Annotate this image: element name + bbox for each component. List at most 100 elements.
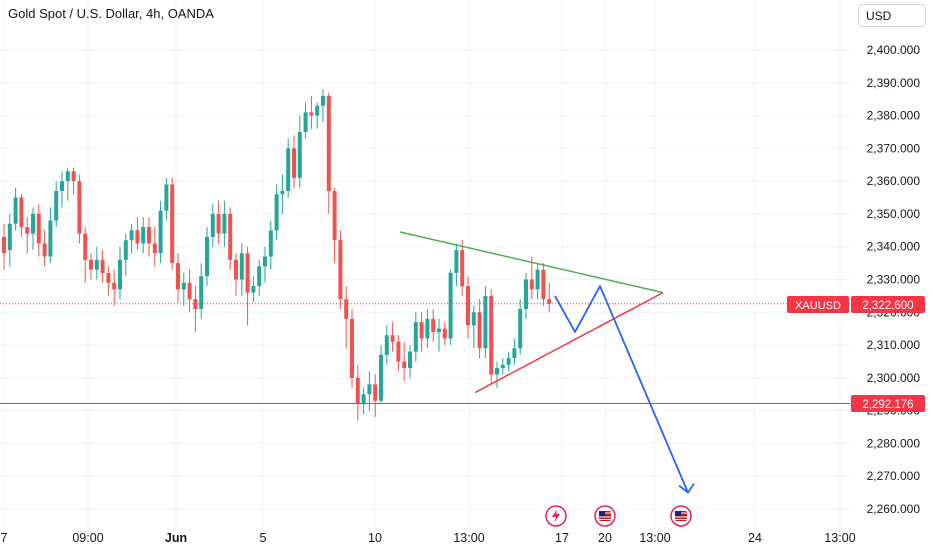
candle-body — [2, 236, 6, 254]
candle-body — [350, 318, 354, 378]
time-axis[interactable]: 7 09:00 Jun 5 10 13:00 17 20 13:00 24 13:00 — [1, 531, 856, 545]
x-tick-label: 5 — [260, 531, 267, 545]
candle-body — [315, 105, 320, 116]
candle-body — [454, 249, 459, 273]
candle-body — [541, 269, 546, 300]
candle-body — [506, 358, 511, 365]
lightning-icon — [552, 509, 560, 523]
x-tick-label: 7 — [1, 531, 8, 545]
candle-body — [477, 312, 482, 349]
y-tick-label: 2,390.000 — [867, 76, 921, 90]
candle-body — [71, 171, 76, 182]
candle-body — [7, 223, 12, 250]
candle-body — [42, 243, 47, 257]
candle-body — [65, 171, 70, 182]
candle-body — [48, 220, 53, 257]
y-tick-label: 2,310.000 — [867, 338, 921, 352]
candle-body — [123, 240, 128, 260]
candle-body — [396, 341, 401, 362]
candle-body — [529, 279, 534, 290]
candle-body — [129, 230, 134, 241]
candle-body — [228, 213, 233, 260]
candle-body — [321, 95, 325, 106]
y-tick-label: 2,360.000 — [867, 174, 921, 188]
candle-body — [495, 368, 499, 375]
candle-body — [222, 213, 227, 234]
candle-body — [402, 361, 407, 369]
y-tick-label: 2,340.000 — [867, 240, 921, 254]
chart-title: Gold Spot / U.S. Dollar, 4h, OANDA — [8, 6, 214, 21]
candle-body — [83, 233, 88, 260]
candle-body — [135, 230, 140, 244]
candle-body — [326, 95, 331, 191]
horizontal-lines[interactable] — [0, 303, 850, 405]
candle-body — [437, 328, 441, 332]
candle-body — [524, 279, 528, 310]
candle-body — [31, 213, 35, 234]
candle-body — [251, 286, 256, 293]
candle-body — [263, 256, 267, 267]
candle-body — [425, 318, 430, 339]
candle-body — [471, 312, 476, 326]
candle-body — [54, 190, 59, 221]
x-tick-label: 13:00 — [453, 531, 484, 545]
trendline-upper[interactable] — [399, 231, 664, 294]
drawing-tools[interactable] — [399, 231, 695, 494]
candle-body — [147, 227, 151, 244]
candle-body — [234, 259, 238, 280]
candle-body — [268, 230, 273, 257]
candle-body — [518, 309, 523, 349]
candle-body — [274, 194, 279, 231]
currency-selector[interactable]: USD — [858, 4, 926, 27]
last-price-tag-bg — [851, 296, 925, 313]
candle-body — [431, 318, 436, 332]
candle-body — [158, 210, 163, 254]
y-tick-label: 2,260.000 — [867, 502, 921, 516]
candle-body — [413, 322, 418, 352]
projection-path[interactable] — [554, 285, 689, 493]
y-tick-label: 2,280.000 — [867, 436, 921, 450]
candle-body — [36, 213, 41, 244]
candle-body — [112, 282, 117, 290]
candle-body — [303, 112, 308, 132]
x-tick-label: Jun — [165, 531, 187, 545]
candle-body — [379, 354, 383, 401]
candle-body — [152, 243, 157, 254]
candle-body — [77, 181, 82, 234]
price-axis[interactable]: 2,260.0002,270.0002,280.0002,290.0002,30… — [867, 43, 921, 516]
candle-body — [419, 322, 424, 339]
grid-lines — [0, 0, 850, 529]
x-tick-label: 24 — [748, 531, 762, 545]
flag-canton — [599, 511, 605, 516]
candle-body — [367, 384, 372, 395]
candle-body — [355, 377, 360, 405]
candle-body — [460, 249, 465, 287]
event-markers[interactable] — [545, 505, 692, 527]
candle-body — [94, 259, 99, 270]
y-tick-label: 2,300.000 — [867, 371, 921, 385]
candle-body — [512, 348, 517, 359]
candle-body — [338, 240, 343, 300]
candle-body — [205, 236, 209, 277]
support-price-tag-bg — [851, 395, 925, 412]
price-tags: XAUUSD 2,322.600 2,292.176 — [787, 296, 925, 412]
candle-body — [118, 259, 122, 290]
candle-body — [547, 299, 552, 304]
candle-body — [373, 384, 378, 401]
candle-body — [442, 328, 447, 339]
projection-arrowhead — [678, 483, 695, 494]
symbol-tag-bg — [787, 296, 849, 313]
trendline-lower[interactable] — [474, 291, 664, 394]
candle-body — [89, 259, 93, 270]
candle-body — [500, 364, 505, 369]
flag-canton — [675, 511, 681, 516]
support-price-tag: 2,292.176 — [862, 399, 913, 411]
candle-body — [483, 295, 488, 349]
candle-body — [361, 394, 366, 405]
candle-body — [210, 213, 215, 237]
y-tick-label: 2,380.000 — [867, 109, 921, 123]
candle-body — [176, 263, 180, 290]
candle-body — [390, 335, 395, 342]
